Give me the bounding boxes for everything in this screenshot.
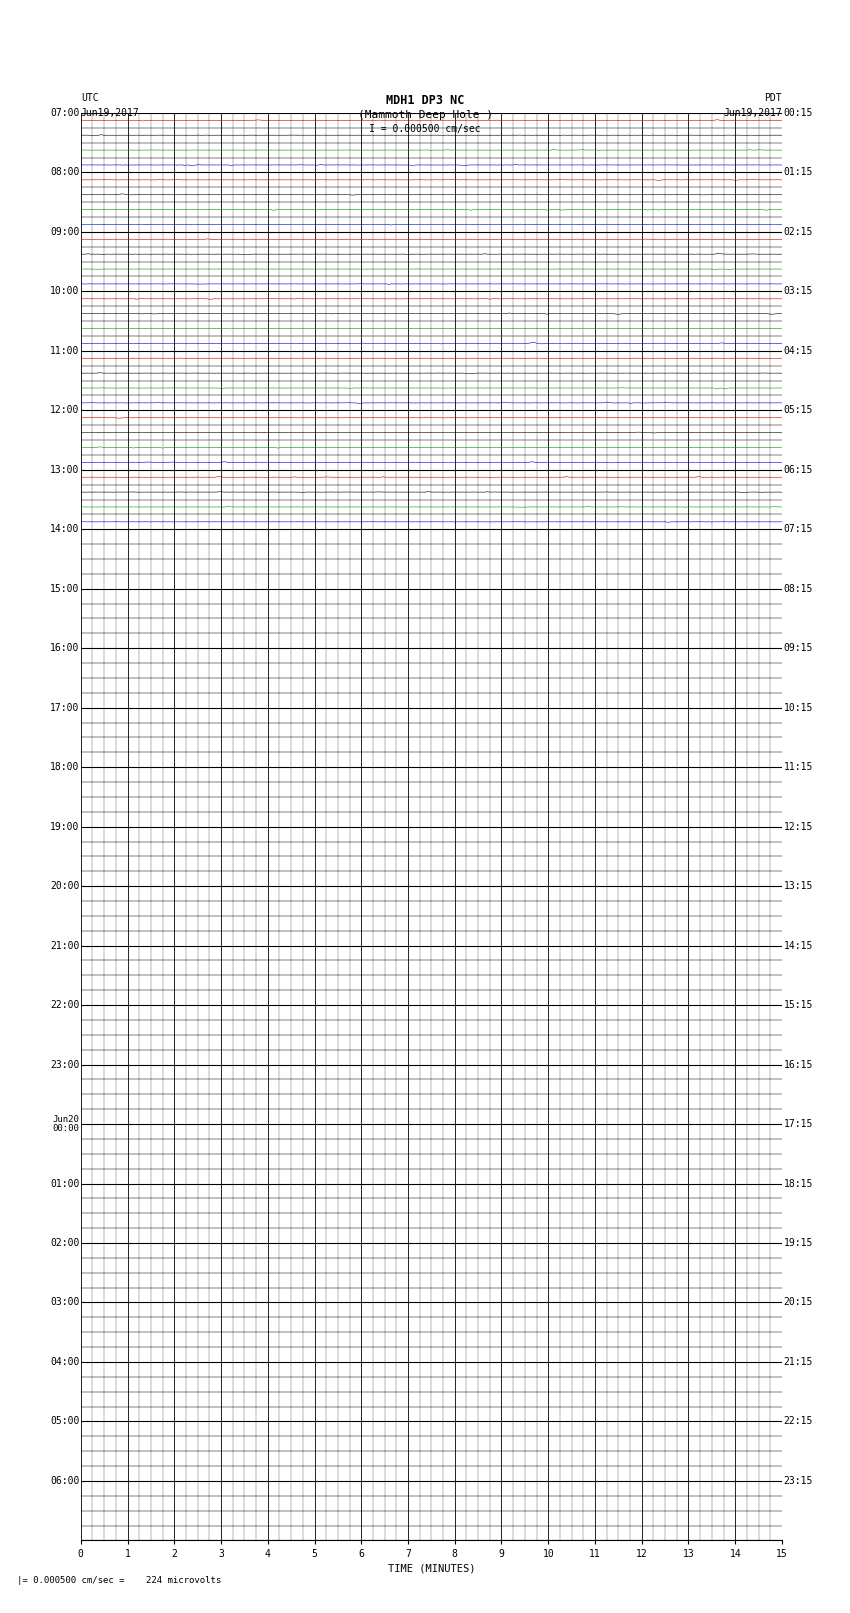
Text: 20:00: 20:00 <box>50 881 79 890</box>
Text: 07:00: 07:00 <box>50 108 79 118</box>
Text: 14:15: 14:15 <box>784 940 813 950</box>
Text: 11:15: 11:15 <box>784 763 813 773</box>
Text: 14:00: 14:00 <box>50 524 79 534</box>
Text: 01:15: 01:15 <box>784 168 813 177</box>
Text: 05:00: 05:00 <box>50 1416 79 1426</box>
Text: 13:00: 13:00 <box>50 465 79 474</box>
Text: 03:15: 03:15 <box>784 287 813 297</box>
Text: 09:15: 09:15 <box>784 644 813 653</box>
Text: 16:00: 16:00 <box>50 644 79 653</box>
Text: |= 0.000500 cm/sec =    224 microvolts: |= 0.000500 cm/sec = 224 microvolts <box>17 1576 221 1586</box>
Text: 21:00: 21:00 <box>50 940 79 950</box>
Text: 23:15: 23:15 <box>784 1476 813 1486</box>
Text: 11:00: 11:00 <box>50 345 79 356</box>
Text: 17:00: 17:00 <box>50 703 79 713</box>
Text: 20:15: 20:15 <box>784 1297 813 1308</box>
Text: 10:15: 10:15 <box>784 703 813 713</box>
X-axis label: TIME (MINUTES): TIME (MINUTES) <box>388 1563 475 1574</box>
Text: 07:15: 07:15 <box>784 524 813 534</box>
Text: 19:15: 19:15 <box>784 1239 813 1248</box>
Text: 12:00: 12:00 <box>50 405 79 415</box>
Text: 09:00: 09:00 <box>50 227 79 237</box>
Text: 05:15: 05:15 <box>784 405 813 415</box>
Text: Jun20
00:00: Jun20 00:00 <box>53 1115 79 1134</box>
Text: 08:15: 08:15 <box>784 584 813 594</box>
Text: 02:15: 02:15 <box>784 227 813 237</box>
Text: Jun19,2017: Jun19,2017 <box>723 108 782 118</box>
Text: 15:00: 15:00 <box>50 584 79 594</box>
Text: 08:00: 08:00 <box>50 168 79 177</box>
Text: 18:00: 18:00 <box>50 763 79 773</box>
Text: 04:15: 04:15 <box>784 345 813 356</box>
Text: 01:00: 01:00 <box>50 1179 79 1189</box>
Text: 10:00: 10:00 <box>50 287 79 297</box>
Text: 21:15: 21:15 <box>784 1357 813 1366</box>
Text: MDH1 DP3 NC: MDH1 DP3 NC <box>386 94 464 106</box>
Text: 15:15: 15:15 <box>784 1000 813 1010</box>
Text: 12:15: 12:15 <box>784 821 813 832</box>
Text: 17:15: 17:15 <box>784 1119 813 1129</box>
Text: 22:15: 22:15 <box>784 1416 813 1426</box>
Text: 03:00: 03:00 <box>50 1297 79 1308</box>
Text: 06:00: 06:00 <box>50 1476 79 1486</box>
Text: PDT: PDT <box>764 94 782 103</box>
Text: 23:00: 23:00 <box>50 1060 79 1069</box>
Text: I = 0.000500 cm/sec: I = 0.000500 cm/sec <box>369 124 481 134</box>
Text: 16:15: 16:15 <box>784 1060 813 1069</box>
Text: (Mammoth Deep Hole ): (Mammoth Deep Hole ) <box>358 110 492 119</box>
Text: 13:15: 13:15 <box>784 881 813 890</box>
Text: 06:15: 06:15 <box>784 465 813 474</box>
Text: 00:15: 00:15 <box>784 108 813 118</box>
Text: 04:00: 04:00 <box>50 1357 79 1366</box>
Text: UTC: UTC <box>81 94 99 103</box>
Text: Jun19,2017: Jun19,2017 <box>81 108 139 118</box>
Text: 02:00: 02:00 <box>50 1239 79 1248</box>
Text: 18:15: 18:15 <box>784 1179 813 1189</box>
Text: 22:00: 22:00 <box>50 1000 79 1010</box>
Text: 19:00: 19:00 <box>50 821 79 832</box>
